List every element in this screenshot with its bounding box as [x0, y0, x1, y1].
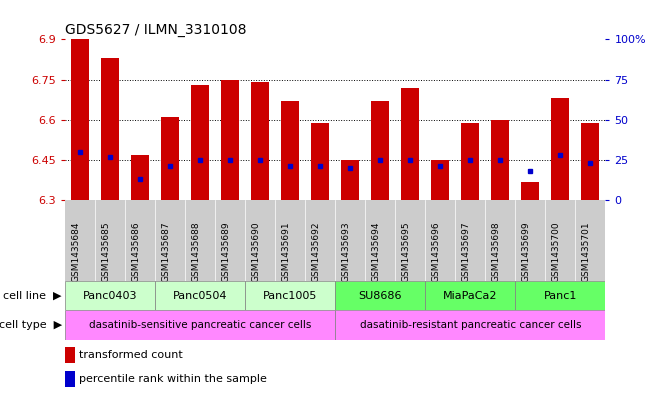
Bar [521, 182, 540, 200]
Bar [311, 123, 329, 200]
Bar [191, 85, 209, 200]
Bar [65, 371, 75, 387]
Bar [401, 88, 419, 200]
Bar [71, 39, 89, 200]
Bar [492, 120, 509, 200]
Bar [65, 281, 155, 310]
Bar [65, 310, 335, 340]
Bar [462, 123, 479, 200]
Text: dasatinib-resistant pancreatic cancer cells: dasatinib-resistant pancreatic cancer ce… [359, 320, 581, 330]
Bar [161, 117, 179, 200]
Bar [281, 101, 299, 200]
Text: percentile rank within the sample: percentile rank within the sample [79, 374, 266, 384]
Text: SU8686: SU8686 [359, 291, 402, 301]
Bar [425, 281, 516, 310]
Bar [371, 101, 389, 200]
Text: cell line  ▶: cell line ▶ [3, 291, 62, 301]
Text: GDS5627 / ILMN_3310108: GDS5627 / ILMN_3310108 [65, 23, 247, 37]
Bar [581, 123, 600, 200]
Bar [245, 281, 335, 310]
Bar [101, 58, 119, 200]
Text: Panc1: Panc1 [544, 291, 577, 301]
Bar [516, 281, 605, 310]
Bar [221, 80, 239, 200]
Bar [341, 160, 359, 200]
Bar [155, 281, 245, 310]
Text: cell type  ▶: cell type ▶ [0, 320, 62, 330]
Bar [432, 160, 449, 200]
Text: MiaPaCa2: MiaPaCa2 [443, 291, 497, 301]
Bar [335, 310, 605, 340]
Text: transformed count: transformed count [79, 350, 182, 360]
Bar [251, 82, 270, 200]
Bar [551, 98, 570, 200]
Text: dasatinib-sensitive pancreatic cancer cells: dasatinib-sensitive pancreatic cancer ce… [89, 320, 311, 330]
Text: Panc0403: Panc0403 [83, 291, 137, 301]
Bar [65, 347, 75, 363]
Bar [131, 155, 149, 200]
Text: Panc0504: Panc0504 [173, 291, 227, 301]
Text: Panc1005: Panc1005 [263, 291, 318, 301]
Bar [335, 281, 425, 310]
